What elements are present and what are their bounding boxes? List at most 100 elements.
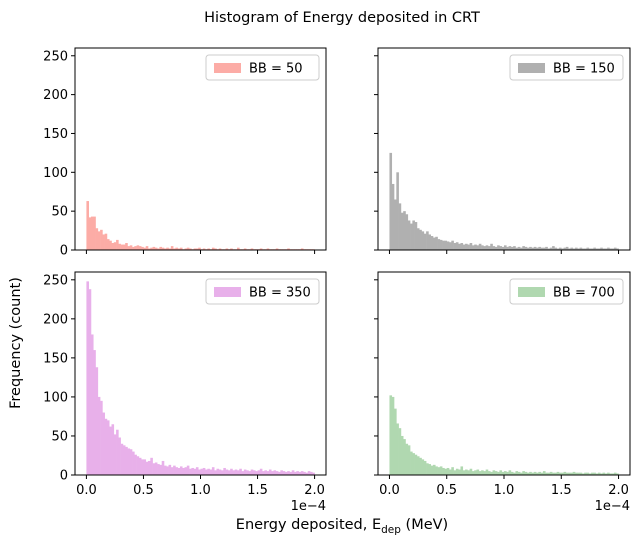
histogram-bar [421, 231, 425, 250]
histogram-bar [575, 472, 578, 475]
histogram-bar [485, 245, 489, 250]
histogram-bar [510, 246, 514, 250]
legend-label: BB = 700 [553, 286, 615, 301]
histogram-bar [586, 472, 590, 475]
histogram-bar [145, 461, 149, 475]
histogram-bar [540, 247, 544, 250]
legend: BB = 700 [509, 278, 624, 305]
histogram-bars [86, 201, 315, 250]
histogram-bar [259, 468, 263, 475]
histogram-bar [166, 247, 169, 250]
histogram-bar [243, 469, 247, 475]
histogram-bar [524, 471, 528, 475]
histogram-bar [88, 289, 92, 475]
histogram-bar [132, 246, 135, 250]
histogram-bar [506, 246, 509, 250]
histogram-bar [145, 246, 149, 250]
panel-3: 0 50 100 150 200 250 0.0 0.5 1.0 1.5 2.01e−4 BB = 3… [43, 271, 327, 514]
histogram-bar [389, 395, 393, 475]
histogram-bar [522, 471, 525, 475]
histogram-bar [453, 470, 457, 475]
histogram-bar [419, 229, 422, 250]
histogram-bar [200, 468, 204, 475]
histogram-bar [570, 247, 574, 250]
histogram-bar [268, 469, 272, 475]
histogram-bar [97, 396, 101, 475]
histogram-bar [449, 242, 452, 250]
histogram-bar [143, 247, 147, 250]
legend-label: BB = 50 [249, 62, 303, 77]
histogram-bar [125, 243, 128, 250]
histogram-bar [305, 472, 309, 475]
histogram-bar [494, 471, 498, 475]
histogram-bar [86, 201, 89, 250]
histogram-bar [602, 472, 606, 475]
histogram-bar [289, 471, 293, 475]
histogram-bar [485, 469, 489, 475]
histogram-bar [529, 246, 532, 250]
histogram-bar [195, 467, 199, 475]
histogram-bar [591, 248, 594, 250]
histogram-bar [391, 183, 395, 250]
histogram-bar [186, 247, 190, 250]
histogram-bar [522, 246, 525, 250]
histogram-bar [225, 248, 229, 250]
histogram-bar [223, 467, 226, 475]
histogram-bar [148, 248, 151, 250]
histogram-bar [93, 216, 96, 250]
histogram-bars [389, 152, 619, 250]
histogram-bar [423, 233, 427, 250]
histogram-bar [497, 471, 500, 475]
histogram-bar [106, 239, 110, 250]
histogram-bar [312, 472, 315, 475]
histogram-bar [492, 246, 496, 250]
histogram-bar [513, 246, 516, 250]
histogram-bar [159, 246, 163, 250]
histogram-bar [474, 470, 477, 475]
histogram-bar [179, 247, 183, 250]
histogram-bar [556, 471, 560, 475]
histogram-bar [227, 470, 231, 475]
histogram-bar [506, 471, 509, 475]
histogram-bar [465, 243, 468, 250]
histogram-bar [150, 457, 153, 475]
histogram-bar [109, 426, 112, 475]
histogram-bar [116, 239, 119, 250]
histogram-bar [597, 248, 601, 250]
histogram-bar [214, 470, 217, 475]
histogram-bar [542, 247, 546, 250]
legend-box [509, 54, 624, 81]
histogram-bar [248, 471, 251, 475]
histogram-bar [111, 243, 115, 250]
histogram-bar [439, 239, 443, 250]
histogram-bar [127, 246, 131, 250]
histogram-bar [198, 247, 201, 250]
histogram-bar [284, 471, 288, 475]
x-axis-label: Energy deposited, Edep (MeV) [236, 517, 448, 536]
x-tick-label: 2.0 [608, 483, 629, 498]
legend: BB = 150 [509, 54, 624, 81]
histogram-bar [508, 470, 512, 475]
histogram-bar [246, 470, 249, 475]
histogram-bar [275, 248, 279, 250]
histogram-bar [132, 451, 135, 475]
histogram-bar [230, 468, 233, 475]
histogram-bar [230, 248, 233, 250]
histogram-bar [122, 445, 126, 475]
histogram-bar [294, 471, 297, 475]
histogram-bars [86, 281, 315, 475]
histogram-bar [125, 446, 128, 475]
histogram-bar [407, 445, 411, 475]
histogram-bar [88, 217, 92, 250]
histogram-bar [173, 248, 176, 250]
histogram-bar [600, 247, 603, 250]
histogram-bar [243, 248, 247, 250]
histogram-bar [182, 467, 185, 475]
legend: BB = 350 [205, 278, 320, 305]
histogram-bar [398, 428, 402, 475]
histogram-bar [465, 469, 468, 475]
histogram-bar [439, 466, 443, 475]
legend-label: BB = 350 [249, 286, 311, 301]
histogram-bar [275, 471, 279, 475]
